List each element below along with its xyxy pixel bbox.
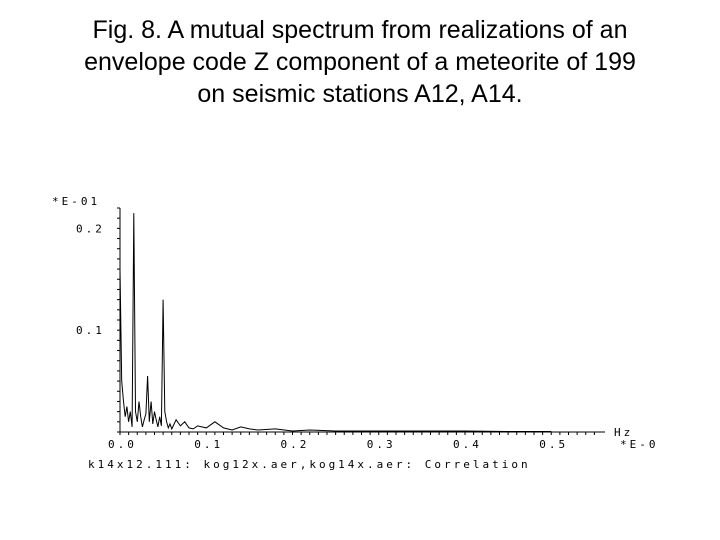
y-multiplier-label: *E-01	[52, 195, 100, 208]
y-tick-labels: 0.1 0.2	[76, 222, 105, 337]
x-axis-unit: Hz	[614, 426, 633, 439]
x-multiplier-label: *E-0	[620, 438, 659, 451]
y-tick-label: 0.1	[76, 324, 105, 337]
x-minor-ticks	[119, 432, 595, 435]
x-tick-label: 0.0	[108, 438, 137, 451]
caption-line-3: on seismic stations A12, A14.	[197, 80, 523, 108]
y-minor-ticks	[117, 207, 120, 433]
x-tick-label: 0.4	[453, 438, 482, 451]
y-tick-label: 0.2	[76, 222, 105, 235]
x-tick-labels: 0.0 0.1 0.2 0.3 0.4 0.5	[108, 438, 568, 451]
chart-footer: k14x12.111: kog12x.aer,kog14x.aer: Corre…	[88, 458, 531, 471]
x-tick-label: 0.3	[367, 438, 396, 451]
caption-line-1: Fig. 8. A mutual spectrum from realizati…	[92, 16, 628, 44]
figure-caption: Fig. 8. A mutual spectrum from realizati…	[0, 14, 720, 110]
x-tick-label: 0.5	[539, 438, 568, 451]
x-tick-label: 0.1	[194, 438, 223, 451]
x-tick-label: 0.2	[281, 438, 310, 451]
series-line	[119, 213, 552, 432]
caption-line-2: envelope code Z component of a meteorite…	[84, 48, 636, 76]
